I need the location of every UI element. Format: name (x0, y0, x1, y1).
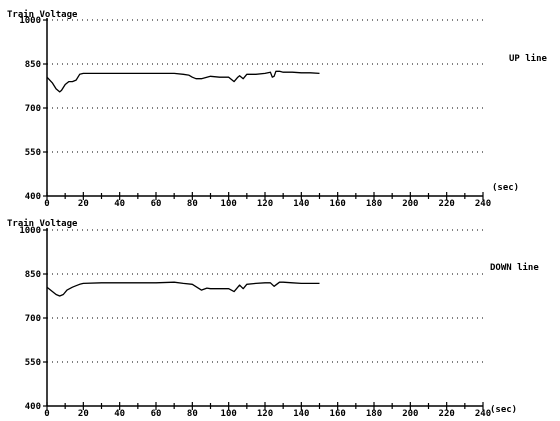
x-tick-label: 240 (475, 199, 491, 209)
x-tick-label: 120 (257, 409, 273, 416)
x-tick-label: 20 (78, 409, 89, 416)
y-tick-label: 700 (25, 104, 41, 114)
x-tick-label: 60 (151, 409, 162, 416)
x-tick-label: 180 (366, 199, 382, 209)
x-tick-label: 240 (475, 409, 491, 416)
x-tick-label: 100 (221, 409, 237, 416)
x-tick-label: 180 (366, 409, 382, 416)
x-tick-label: 0 (44, 199, 49, 209)
chart-panel-2: Train Voltage 400 550 700 850 1000 0 20 40 60 80 10… (7, 218, 539, 419)
chart-title: Train Voltage (7, 218, 78, 229)
x-tick-label: 140 (293, 409, 309, 416)
y-tick-label: 400 (25, 192, 41, 202)
x-tick-label: 0 (44, 409, 49, 416)
series-line (46, 281, 320, 297)
x-tick-label: 160 (330, 409, 346, 416)
y-tick-label: 400 (25, 402, 41, 412)
x-unit-label: (sec) (490, 405, 517, 415)
x-tick-label: 160 (330, 199, 346, 209)
x-tick-label: 200 (402, 409, 418, 416)
y-tick-label: 850 (25, 60, 41, 70)
y-tick-label: 550 (25, 358, 41, 368)
y-tick-label: 1000 (19, 226, 41, 236)
y-tick-label: 550 (25, 148, 41, 158)
x-tick-label: 220 (439, 199, 455, 209)
x-tick-label: 80 (187, 199, 198, 209)
x-tick-label: 40 (114, 409, 125, 416)
chart-panel-1: Train Voltage 400 550 700 850 1000 0 20 40 60 80 10… (7, 9, 548, 209)
x-tick-label: 140 (293, 199, 309, 209)
x-tick-label: 100 (221, 199, 237, 209)
y-tick-label: 850 (25, 270, 41, 280)
y-tick-label: 1000 (19, 16, 41, 26)
x-tick-label: 200 (402, 199, 418, 209)
chart-title: Train Voltage (7, 9, 78, 20)
x-tick-label: 20 (78, 199, 89, 209)
x-tick-label: 40 (114, 199, 125, 209)
x-tick-label: 80 (187, 409, 198, 416)
y-tick-label: 700 (25, 314, 41, 324)
series-label: DOWN line (490, 262, 539, 273)
series-line (46, 70, 320, 93)
x-tick-label: 60 (151, 199, 162, 209)
series-label: UP line (509, 53, 548, 64)
x-tick-label: 120 (257, 199, 273, 209)
x-unit-label: (sec) (492, 183, 519, 193)
x-tick-label: 220 (439, 409, 455, 416)
